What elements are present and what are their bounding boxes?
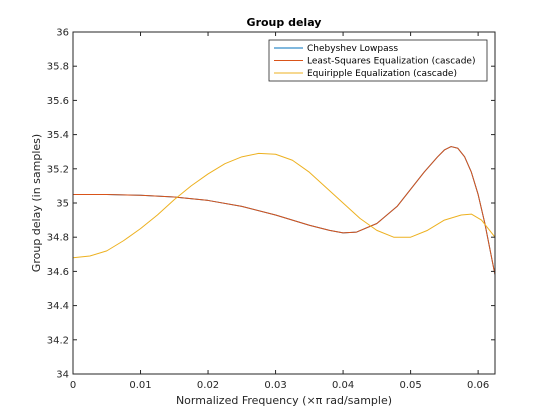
y-tick-label: 35 <box>56 199 69 210</box>
legend-entry: Equiripple Equalization (cascade) <box>274 69 457 79</box>
x-axis-label: Normalized Frequency (×π rad/sample) <box>176 394 392 407</box>
x-tick-label: 0.05 <box>399 380 421 391</box>
x-axis-ticks: 0 0.01 0.02 0.03 0.04 0.05 0.06 <box>70 32 489 391</box>
x-tick-label: 0.06 <box>467 380 489 391</box>
x-tick-label: 0.02 <box>197 380 219 391</box>
y-axis-label: Group delay (in samples) <box>30 134 43 272</box>
y-tick-label: 35.6 <box>47 96 69 107</box>
y-tick-label: 35.2 <box>47 164 69 175</box>
legend-label: Chebyshev Lowpass <box>307 44 398 54</box>
x-tick-label: 0 <box>70 380 76 391</box>
series-line <box>73 146 496 275</box>
y-tick-label: 36 <box>56 28 69 39</box>
legend-entry: Chebyshev Lowpass <box>274 44 398 54</box>
chart-title: Group delay <box>247 16 322 29</box>
series-layer <box>72 146 496 275</box>
x-tick-label: 0.03 <box>264 380 286 391</box>
legend-label: Least-Squares Equalization (cascade) <box>307 57 475 67</box>
y-tick-label: 34.6 <box>47 267 69 278</box>
y-tick-label: 34 <box>56 370 69 381</box>
legend-box <box>268 39 488 82</box>
x-tick-label: 0.01 <box>129 380 151 391</box>
x-tick-label: 0.04 <box>332 380 354 391</box>
series-line <box>72 152 496 259</box>
y-tick-label: 34.2 <box>47 335 69 346</box>
legend: Chebyshev Lowpass Least-Squares Equaliza… <box>268 39 488 82</box>
legend-label: Equiripple Equalization (cascade) <box>307 69 457 79</box>
y-axis-ticks: 34 34.2 34.4 34.6 34.8 35 35.2 35.4 35.6 35.8 36 <box>47 28 495 381</box>
y-tick-label: 35.8 <box>47 62 69 73</box>
plot-area <box>73 32 495 374</box>
y-tick-label: 34.4 <box>47 301 69 312</box>
y-tick-label: 35.4 <box>47 130 69 141</box>
legend-entry: Least-Squares Equalization (cascade) <box>274 57 475 67</box>
y-tick-label: 34.8 <box>47 233 69 244</box>
